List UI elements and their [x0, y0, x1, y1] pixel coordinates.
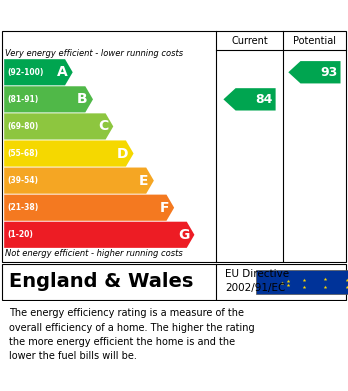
Text: The energy efficiency rating is a measure of the
overall efficiency of a home. T: The energy efficiency rating is a measur… — [9, 308, 254, 361]
Text: England & Wales: England & Wales — [9, 272, 193, 291]
Bar — [256, 270, 348, 294]
Text: (39-54): (39-54) — [7, 176, 38, 185]
Text: 93: 93 — [321, 66, 338, 79]
Polygon shape — [4, 195, 174, 221]
Polygon shape — [4, 140, 134, 167]
Text: (92-100): (92-100) — [7, 68, 44, 77]
Text: D: D — [117, 147, 128, 161]
Text: (1-20): (1-20) — [7, 230, 33, 239]
Text: (69-80): (69-80) — [7, 122, 38, 131]
Polygon shape — [4, 113, 113, 140]
Polygon shape — [223, 88, 276, 111]
Text: A: A — [57, 65, 68, 79]
Text: EU Directive
2002/91/EC: EU Directive 2002/91/EC — [225, 269, 289, 293]
Text: E: E — [139, 174, 149, 188]
Polygon shape — [4, 86, 93, 113]
Polygon shape — [4, 167, 154, 194]
Polygon shape — [288, 61, 340, 83]
Polygon shape — [4, 59, 73, 85]
Text: F: F — [159, 201, 169, 215]
Text: Very energy efficient - lower running costs: Very energy efficient - lower running co… — [5, 49, 183, 58]
Text: Energy Efficiency Rating: Energy Efficiency Rating — [9, 7, 211, 23]
Polygon shape — [4, 222, 195, 248]
Text: Potential: Potential — [293, 36, 336, 46]
Text: (21-38): (21-38) — [7, 203, 38, 212]
Text: B: B — [77, 92, 88, 106]
Text: Current: Current — [231, 36, 268, 46]
Text: G: G — [178, 228, 189, 242]
Text: (81-91): (81-91) — [7, 95, 38, 104]
Text: (55-68): (55-68) — [7, 149, 38, 158]
Text: C: C — [98, 119, 108, 133]
Text: 84: 84 — [255, 93, 273, 106]
Text: Not energy efficient - higher running costs: Not energy efficient - higher running co… — [5, 249, 183, 258]
